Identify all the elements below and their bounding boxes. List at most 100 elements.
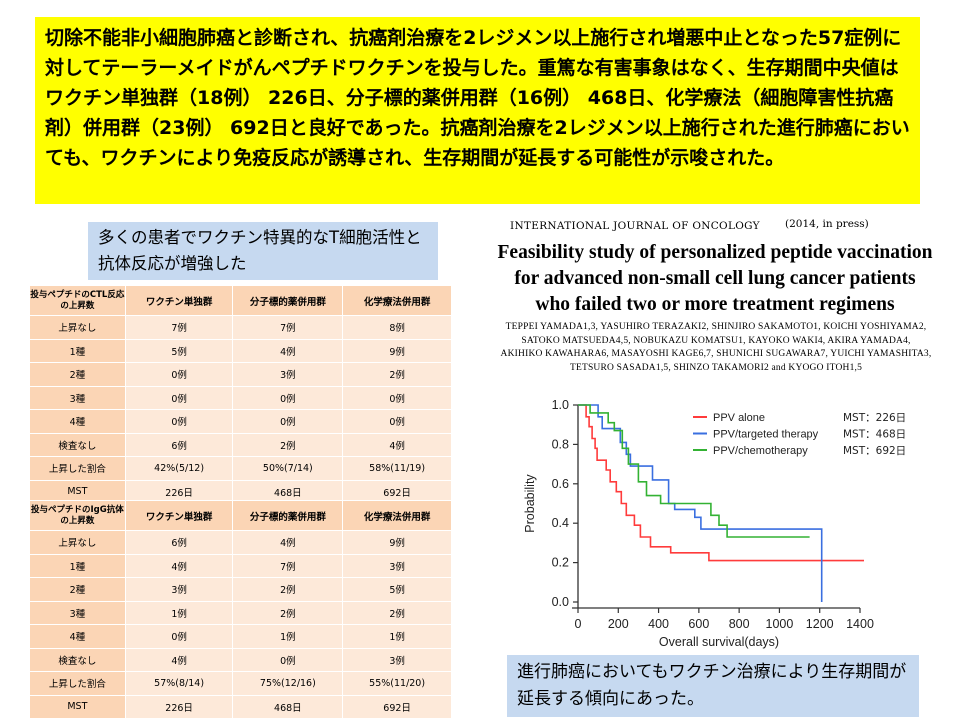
table-cell: 2例	[232, 577, 344, 602]
ctl-response-table: 投与ペプチドのCTL反応の上昇数 ワクチン単独群 分子標的薬併用群 化学療法併用…	[29, 285, 452, 504]
row-label: MST	[29, 694, 126, 719]
row-label: 1種	[29, 553, 126, 578]
table-header-cell: 投与ペプチドのCTL反応の上昇数	[29, 285, 126, 316]
mst-label: MST：692日	[843, 445, 906, 457]
x-tick-label: 800	[729, 617, 750, 631]
table-header-cell: ワクチン単独群	[124, 500, 234, 531]
table-header-cell: 投与ペプチドのIgG抗体の上昇数	[29, 500, 126, 531]
table-cell: 55%(11/20)	[342, 671, 452, 696]
callout-survival-text: 進行肺癌においてもワクチン治療により生存期間が延長する傾向にあった。	[517, 662, 907, 709]
table-cell: 0例	[342, 385, 452, 410]
paper-title: Feasibility study of personalized peptid…	[470, 240, 960, 318]
table-cell: 7例	[232, 315, 344, 340]
author-line: AKIHIKO KAWAHARA6, MASAYOSHI KAGE6,7, SH…	[500, 349, 932, 360]
table-cell: 2例	[232, 432, 344, 457]
author-line: SATOKO MATSUEDA4,5, NOBUKAZU KOMATSU1, K…	[521, 335, 911, 346]
table-cell: 3例	[232, 362, 344, 387]
mst-label: MST：226日	[843, 412, 906, 424]
table-cell: 226日	[124, 694, 234, 719]
table-cell: 3例	[124, 577, 234, 602]
row-label: 検査なし	[29, 432, 126, 457]
table-header-row: 投与ペプチドのCTL反応の上昇数 ワクチン単独群 分子標的薬併用群 化学療法併用…	[29, 285, 452, 316]
x-tick-label: 200	[608, 617, 629, 631]
table-cell: 1例	[342, 624, 452, 649]
author-line: TEPPEI YAMADA1,3, YASUHIRO TERAZAKI2, SH…	[505, 322, 927, 332]
y-tick-label: 1.0	[552, 398, 569, 412]
x-tick-label: 600	[688, 617, 709, 631]
table-cell: 2例	[232, 600, 344, 625]
table-cell: 57%(8/14)	[124, 671, 234, 696]
mst-label: MST：468日	[843, 429, 906, 441]
table-cell: 4例	[124, 553, 234, 578]
row-label: 4種	[29, 409, 126, 434]
table-cell: 0例	[232, 409, 344, 434]
paper-title-line: Feasibility study of personalized peptid…	[497, 242, 933, 263]
row-label: 3種	[29, 385, 126, 410]
table-row: 上昇した割合 57%(8/14) 75%(12/16) 55%(11/20)	[29, 671, 452, 696]
table-row: 4種 0例 0例 0例	[29, 409, 452, 434]
table-row: 1種 5例 4例 9例	[29, 338, 452, 363]
table-row: 3種 1例 2例 2例	[29, 600, 452, 625]
table-row: 4種 0例 1例 1例	[29, 624, 452, 649]
table-cell: 6例	[124, 530, 234, 555]
table-cell: 0例	[342, 409, 452, 434]
callout-immune-response: 多くの患者でワクチン特異的なT細胞活性と抗体反応が増強した	[88, 222, 438, 280]
table-cell: 468日	[232, 479, 344, 504]
table-cell: 6例	[124, 432, 234, 457]
y-tick-label: 0.4	[552, 516, 569, 530]
row-label: 4種	[29, 624, 126, 649]
y-tick-label: 0.2	[552, 556, 569, 570]
table-header-cell: ワクチン単独群	[124, 285, 234, 316]
summary-text: 切除不能非小細胞肺癌と診断され、抗癌剤治療を2レジメン以上施行され増悪中止となっ…	[45, 27, 910, 169]
y-axis-label: Probability	[523, 474, 537, 533]
table-row: 上昇なし 7例 7例 8例	[29, 315, 452, 340]
summary-box: 切除不能非小細胞肺癌と診断され、抗癌剤治療を2レジメン以上施行され増悪中止となっ…	[35, 17, 920, 204]
x-tick-label: 1200	[806, 617, 834, 631]
table-row: 2種 3例 2例 5例	[29, 577, 452, 602]
survival-curve-chart: 0 200 400 600 800 1000 1200 1400 0.0 0.2 0.4 0.6 0.8…	[523, 398, 906, 649]
table-cell: 4例	[232, 530, 344, 555]
row-label: 上昇なし	[29, 315, 126, 340]
y-tick-label: 0.0	[552, 595, 569, 609]
table-row: 1種 4例 7例 3例	[29, 553, 452, 578]
igg-response-table: 投与ペプチドのIgG抗体の上昇数 ワクチン単独群 分子標的薬併用群 化学療法併用…	[29, 500, 452, 719]
row-label: MST	[29, 479, 126, 504]
table-cell: 1例	[124, 600, 234, 625]
table-cell: 692日	[342, 694, 452, 719]
table-header-row: 投与ペプチドのIgG抗体の上昇数 ワクチン単独群 分子標的薬併用群 化学療法併用…	[29, 500, 452, 531]
survival-curve-series	[578, 404, 864, 562]
table-cell: 0例	[124, 385, 234, 410]
table-header-cell: 化学療法併用群	[342, 285, 452, 316]
row-label: 1種	[29, 338, 126, 363]
table-cell: 3例	[342, 647, 452, 672]
row-label: 検査なし	[29, 647, 126, 672]
table-row: 上昇なし 6例 4例 9例	[29, 530, 452, 555]
table-cell: 4例	[124, 647, 234, 672]
x-axis-label: Overall survival(days)	[659, 635, 779, 649]
table-row: MST 226日 468日 692日	[29, 694, 452, 719]
row-label: 3種	[29, 600, 126, 625]
table-cell: 42%(5/12)	[124, 456, 234, 481]
table-cell: 1例	[232, 624, 344, 649]
legend-label: PPV alone	[713, 412, 765, 424]
row-label: 上昇した割合	[29, 671, 126, 696]
table-cell: 7例	[124, 315, 234, 340]
legend-label: PPV/targeted therapy	[713, 429, 819, 441]
table-row: 2種 0例 3例 2例	[29, 362, 452, 387]
journal-name: INTERNATIONAL JOURNAL OF ONCOLOGY	[510, 220, 760, 232]
table-cell: 7例	[232, 553, 344, 578]
table-cell: 226日	[124, 479, 234, 504]
paper-title-line: who failed two or more treatment regimen…	[535, 294, 895, 315]
publication-status: (2014, in press)	[785, 218, 869, 230]
table-cell: 5例	[124, 338, 234, 363]
x-tick-label: 1400	[846, 617, 874, 631]
x-tick-label: 1000	[766, 617, 794, 631]
callout-survival: 進行肺癌においてもワクチン治療により生存期間が延長する傾向にあった。	[507, 655, 919, 717]
table-header-cell: 分子標的薬併用群	[232, 500, 344, 531]
table-cell: 50%(7/14)	[232, 456, 344, 481]
table-row: 上昇した割合 42%(5/12) 50%(7/14) 58%(11/19)	[29, 456, 452, 481]
table-cell: 58%(11/19)	[342, 456, 452, 481]
row-label: 2種	[29, 362, 126, 387]
table-row: 3種 0例 0例 0例	[29, 385, 452, 410]
author-line: TETSURO SASADA1,5, SHINZO TAKAMORI2 and …	[569, 362, 863, 373]
